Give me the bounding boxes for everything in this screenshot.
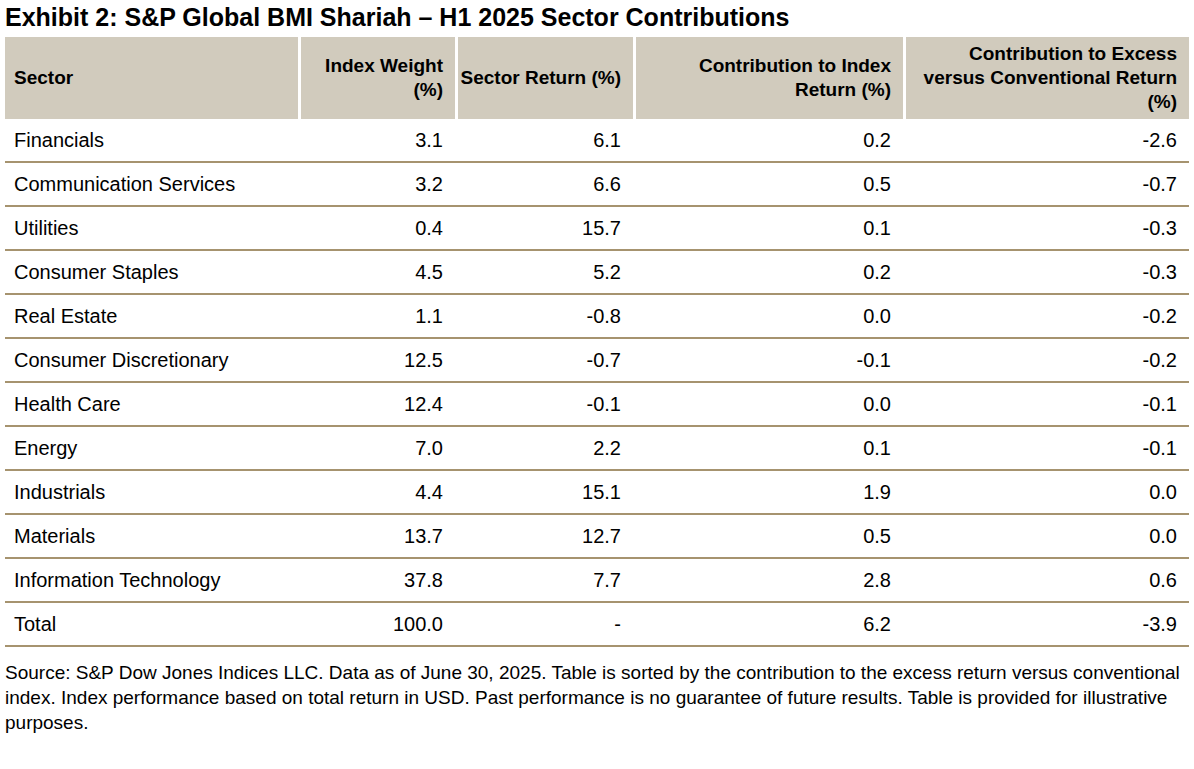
index-weight-cell: 7.0 [298,437,455,460]
index-weight-cell: 100.0 [298,613,455,636]
table-row: Information Technology 37.8 7.7 2.8 0.6 [5,559,1189,603]
column-header-index-weight: Index Weight (%) [298,37,455,119]
sector-cell: Consumer Staples [5,261,298,284]
table-row-total: Total 100.0 - 6.2 -3.9 [5,603,1189,647]
index-weight-cell: 3.2 [298,173,455,196]
contribution-excess-cell: -2.6 [903,129,1189,152]
sector-cell: Communication Services [5,173,298,196]
sector-return-cell: 12.7 [455,525,633,548]
table-row: Utilities 0.4 15.7 0.1 -0.3 [5,207,1189,251]
table-row: Industrials 4.4 15.1 1.9 0.0 [5,471,1189,515]
contribution-excess-cell: 0.0 [903,481,1189,504]
sector-return-cell: 15.7 [455,217,633,240]
table-row: Communication Services 3.2 6.6 0.5 -0.7 [5,163,1189,207]
contribution-excess-cell: 0.0 [903,525,1189,548]
table-row: Materials 13.7 12.7 0.5 0.0 [5,515,1189,559]
contribution-excess-cell: -0.3 [903,261,1189,284]
sector-cell: Energy [5,437,298,460]
sector-return-cell: 15.1 [455,481,633,504]
table-row: Energy 7.0 2.2 0.1 -0.1 [5,427,1189,471]
contribution-index-cell: 0.5 [633,173,903,196]
contribution-excess-cell: -0.3 [903,217,1189,240]
contribution-index-cell: 0.0 [633,393,903,416]
sector-cell: Total [5,613,298,636]
column-header-sector: Sector [5,37,298,119]
sector-return-cell: 5.2 [455,261,633,284]
index-weight-cell: 4.4 [298,481,455,504]
sector-cell: Health Care [5,393,298,416]
contribution-index-cell: 0.2 [633,129,903,152]
contribution-index-cell: 0.0 [633,305,903,328]
sector-return-cell: -0.8 [455,305,633,328]
table-row: Consumer Discretionary 12.5 -0.7 -0.1 -0… [5,339,1189,383]
contribution-index-cell: 0.1 [633,437,903,460]
index-weight-cell: 4.5 [298,261,455,284]
table-row: Consumer Staples 4.5 5.2 0.2 -0.3 [5,251,1189,295]
exhibit-page: Exhibit 2: S&P Global BMI Shariah – H1 2… [0,0,1194,735]
sector-return-cell: -0.1 [455,393,633,416]
sector-cell: Industrials [5,481,298,504]
contribution-excess-cell: -0.2 [903,349,1189,372]
contribution-index-cell: 2.8 [633,569,903,592]
table-row: Health Care 12.4 -0.1 0.0 -0.1 [5,383,1189,427]
sector-cell: Information Technology [5,569,298,592]
index-weight-cell: 1.1 [298,305,455,328]
sector-return-cell: - [455,613,633,636]
sector-cell: Real Estate [5,305,298,328]
contribution-index-cell: 0.5 [633,525,903,548]
column-header-contribution-index-return: Contribution to Index Return (%) [633,37,903,119]
table-row: Real Estate 1.1 -0.8 0.0 -0.2 [5,295,1189,339]
contribution-excess-cell: -0.2 [903,305,1189,328]
table-header-row: Sector Index Weight (%) Sector Return (%… [5,37,1189,119]
column-header-sector-return: Sector Return (%) [455,37,633,119]
column-header-contribution-excess-return: Contribution to Excess versus Convention… [903,37,1189,119]
sector-return-cell: 6.1 [455,129,633,152]
contribution-index-cell: 0.1 [633,217,903,240]
sector-return-cell: 2.2 [455,437,633,460]
contribution-excess-cell: -0.1 [903,437,1189,460]
index-weight-cell: 37.8 [298,569,455,592]
sector-contributions-table: Sector Index Weight (%) Sector Return (%… [5,37,1189,647]
contribution-excess-cell: 0.6 [903,569,1189,592]
index-weight-cell: 12.5 [298,349,455,372]
source-footnote: Source: S&P Dow Jones Indices LLC. Data … [5,660,1189,735]
table-row: Financials 3.1 6.1 0.2 -2.6 [5,119,1189,163]
contribution-excess-cell: -3.9 [903,613,1189,636]
contribution-excess-cell: -0.1 [903,393,1189,416]
sector-cell: Utilities [5,217,298,240]
index-weight-cell: 3.1 [298,129,455,152]
index-weight-cell: 13.7 [298,525,455,548]
sector-return-cell: 7.7 [455,569,633,592]
contribution-excess-cell: -0.7 [903,173,1189,196]
sector-return-cell: 6.6 [455,173,633,196]
index-weight-cell: 12.4 [298,393,455,416]
sector-cell: Materials [5,525,298,548]
sector-return-cell: -0.7 [455,349,633,372]
contribution-index-cell: 6.2 [633,613,903,636]
sector-cell: Financials [5,129,298,152]
sector-cell: Consumer Discretionary [5,349,298,372]
exhibit-title: Exhibit 2: S&P Global BMI Shariah – H1 2… [5,2,1189,37]
index-weight-cell: 0.4 [298,217,455,240]
contribution-index-cell: 1.9 [633,481,903,504]
contribution-index-cell: -0.1 [633,349,903,372]
contribution-index-cell: 0.2 [633,261,903,284]
